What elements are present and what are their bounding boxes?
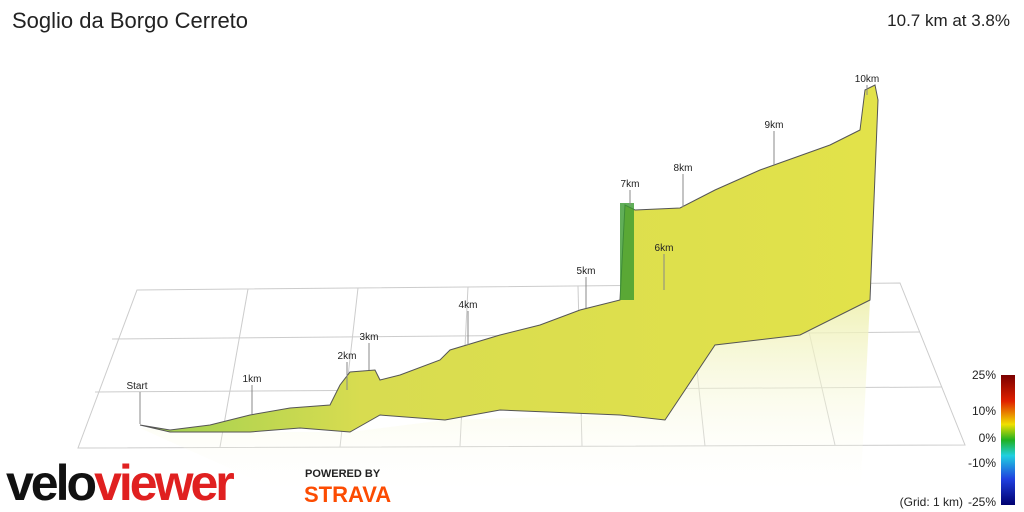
km-marker: 1km	[243, 374, 262, 385]
title: Soglio da Borgo Cerreto	[12, 8, 248, 33]
km-marker: Start	[126, 381, 147, 392]
colorbar-label: -10%	[968, 456, 996, 470]
colorbar-label: 10%	[972, 404, 996, 418]
strava: STRAVA	[304, 482, 391, 507]
colorbar-labels: 25% 10% 0% -10% -25%	[968, 368, 996, 509]
km-marker: 3km	[360, 332, 379, 343]
km-marker: 9km	[765, 120, 784, 131]
km-marker: 5km	[577, 266, 596, 277]
elevation-profile	[139, 84, 879, 433]
km-ticks	[139, 85, 868, 424]
powered-by: POWERED BY	[305, 468, 381, 480]
colorbar-label: 0%	[979, 431, 997, 445]
logo-velo: velo	[6, 455, 96, 511]
steep-section	[620, 203, 634, 300]
profile-reflection	[140, 300, 870, 500]
colorbar-label: 25%	[972, 368, 996, 382]
colorbar-label: -25%	[968, 495, 996, 509]
km-marker: 4km	[459, 300, 478, 311]
colorbar	[1001, 375, 1015, 505]
grid-note: (Grid: 1 km)	[900, 495, 963, 509]
km-marker: 6km	[655, 243, 674, 254]
km-marker: 8km	[674, 163, 693, 174]
km-marker: 2km	[338, 351, 357, 362]
logo-viewer: viewer	[94, 455, 234, 511]
km-marker: 7km	[621, 179, 640, 190]
km-marker: 10km	[855, 74, 879, 85]
logo: veloviewer	[6, 455, 234, 511]
summary: 10.7 km at 3.8%	[887, 11, 1010, 30]
